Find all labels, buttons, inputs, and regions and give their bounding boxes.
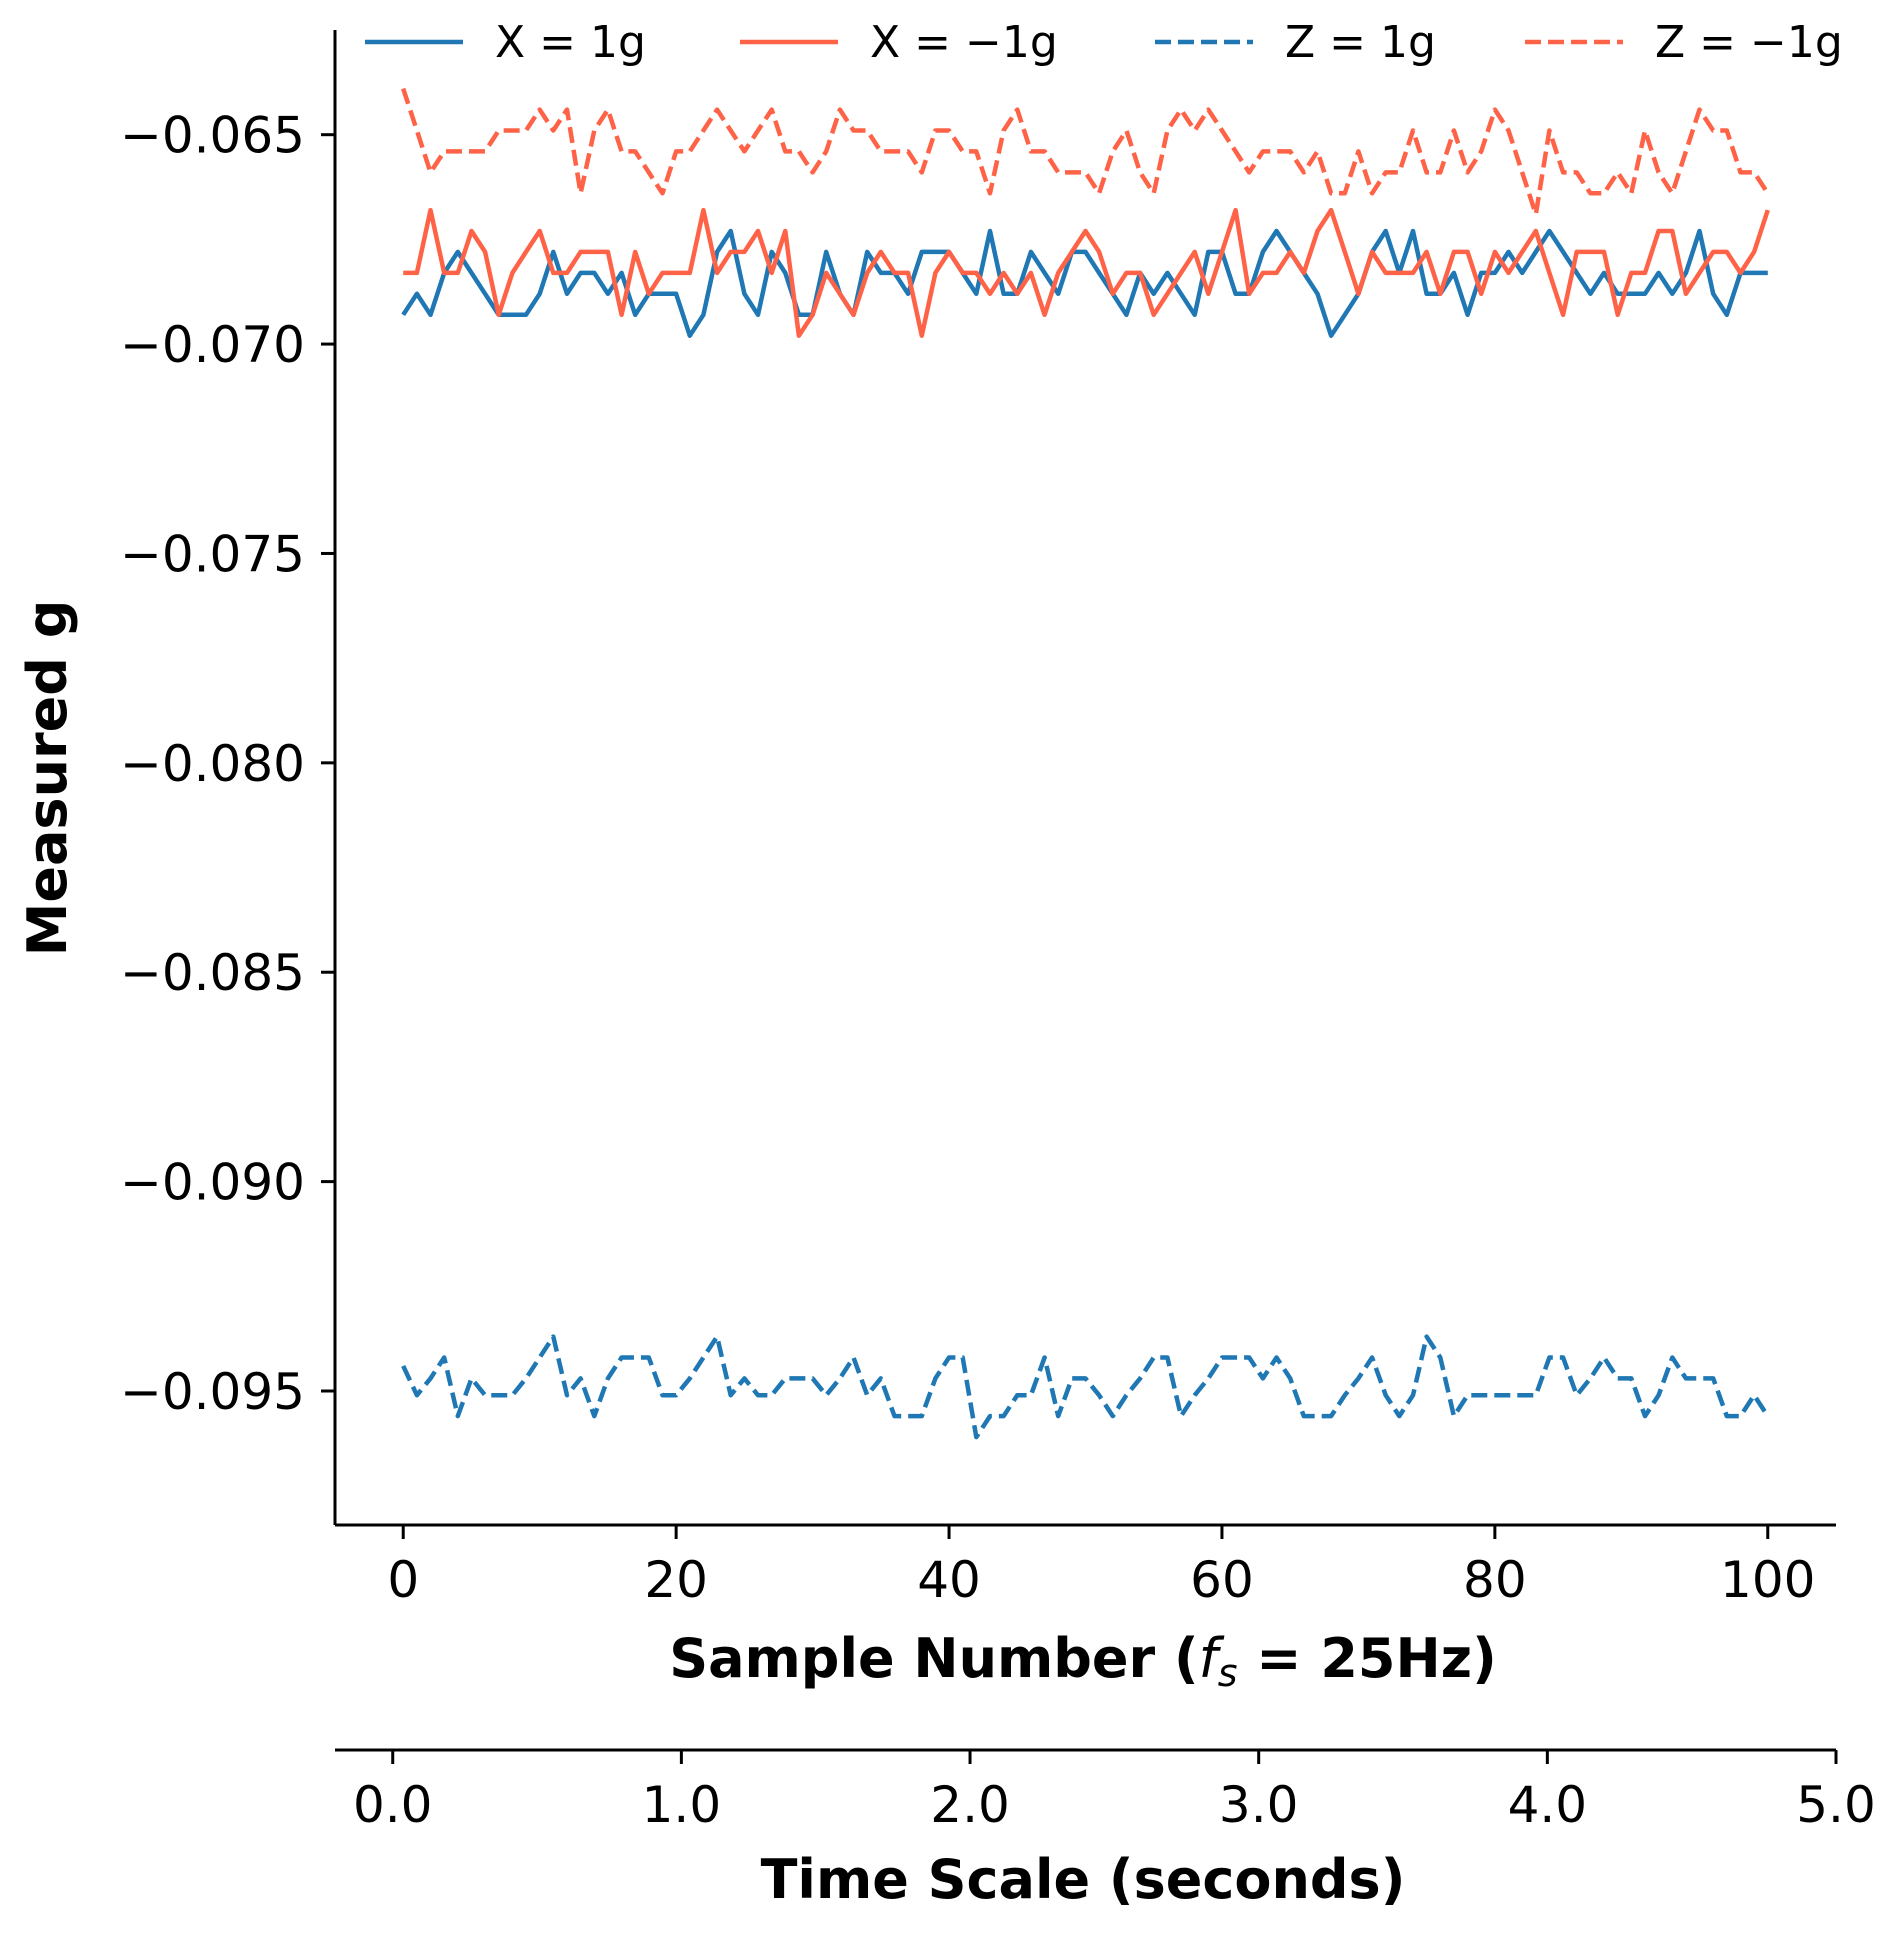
y-tick-label: −0.075 [120,525,305,583]
x-tick-label: 40 [917,1551,981,1609]
x-tick-label: 20 [644,1551,708,1609]
time-axis-title: Time Scale (seconds) [761,1848,1406,1911]
x-ticks: 0 20 40 60 80 100 [387,1525,1815,1609]
legend-label-z-neg1g: Z = −1g [1655,17,1843,68]
series-line-x-neg1g [403,207,1770,338]
legend-label-x-1g: X = 1g [495,17,646,68]
time-tick-label: 1.0 [642,1776,722,1834]
x-axis-title-suffix: = 25Hz) [1238,1627,1497,1690]
y-axis-title: Measured g [16,600,79,957]
y-tick-label: −0.095 [120,1363,305,1421]
x-tick-label: 100 [1720,1551,1815,1609]
x-tick-label: 80 [1463,1551,1527,1609]
x-tick-label: 60 [1190,1551,1254,1609]
time-tick-label: 4.0 [1508,1776,1588,1834]
y-tick-label: −0.090 [120,1154,305,1212]
time-tick-label: 3.0 [1219,1776,1299,1834]
series-line-x-1g [401,228,1768,338]
x-tick-label: 0 [387,1551,419,1609]
series-line-z-1g [401,1334,1770,1440]
axes-layer: −0.065 −0.070 −0.075 −0.080 −0.085 −0.090 −0.0… [120,30,1876,1834]
time-tick-label: 0.0 [353,1776,433,1834]
x-axis-title: Sample Number (fs = 25Hz) [669,1627,1497,1695]
series-line-z-neg1g [401,87,1770,217]
y-tick-label: −0.080 [120,735,305,793]
time-ticks: 0.0 1.0 2.0 3.0 4.0 5.0 [353,1750,1876,1834]
x-axis-title-sub: s [1218,1651,1238,1695]
legend: X = 1g X = −1g Z = 1g Z = −1g [365,17,1843,68]
y-ticks: −0.065 −0.070 −0.075 −0.080 −0.085 −0.090 −0.0… [120,107,335,1421]
x-axis-title-prefix: Sample Number ( [669,1627,1198,1690]
y-tick-label: −0.070 [120,316,305,374]
legend-label-x-neg1g: X = −1g [870,17,1058,68]
time-tick-label: 2.0 [930,1776,1010,1834]
time-tick-label: 5.0 [1796,1776,1876,1834]
y-tick-label: −0.085 [120,944,305,1002]
y-tick-label: −0.065 [120,107,305,165]
legend-label-z-1g: Z = 1g [1285,17,1436,68]
series-layer [401,87,1770,1440]
